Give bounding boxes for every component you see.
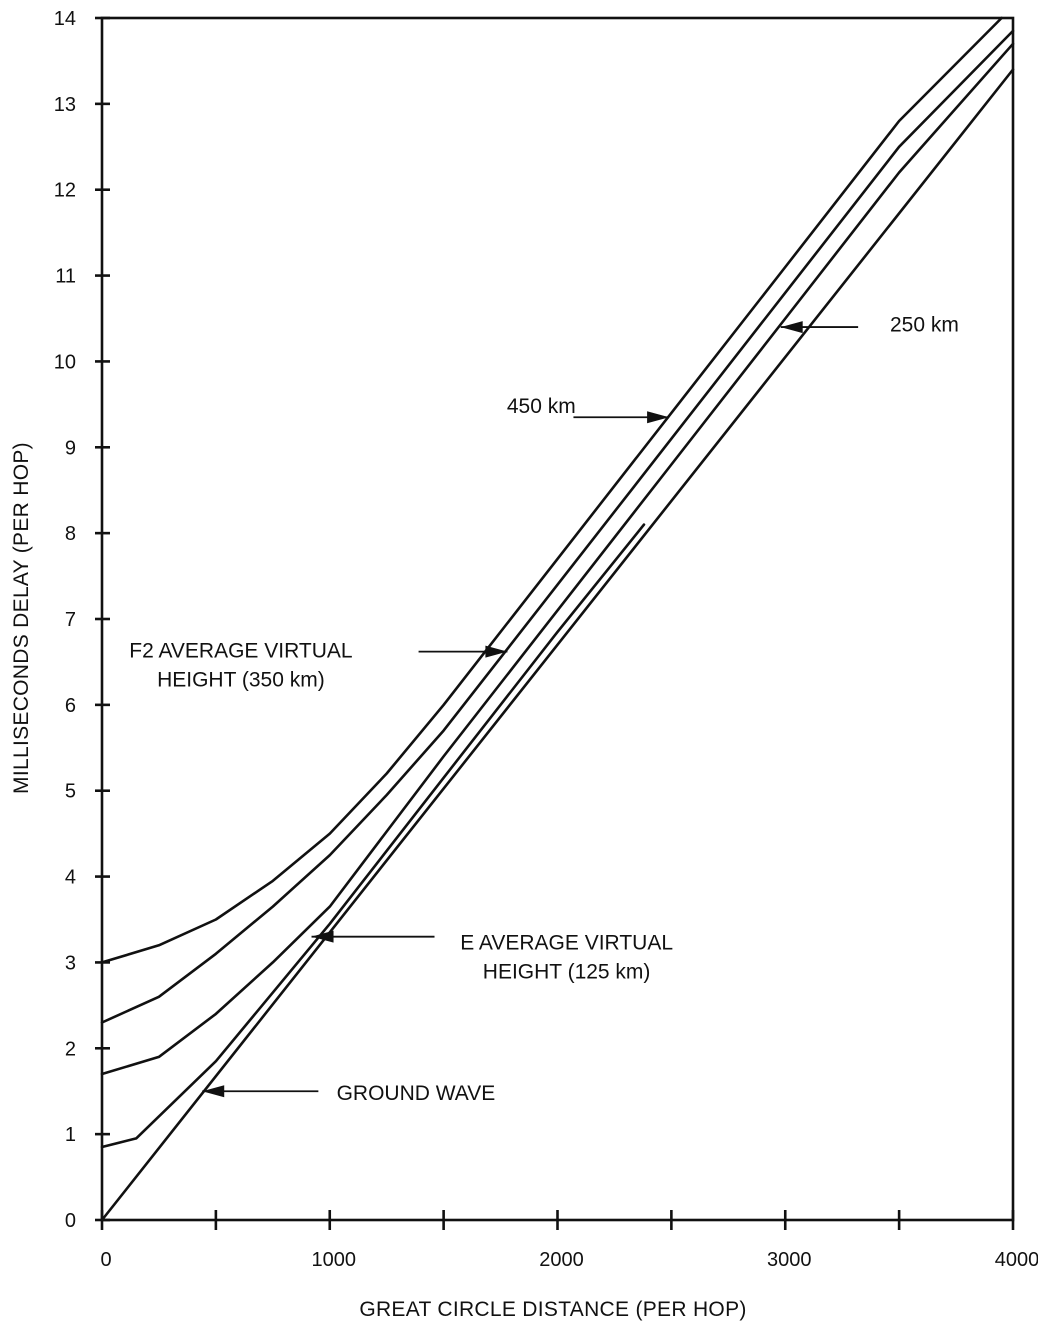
y-tick-label: 10 <box>54 351 76 373</box>
annotations: 450 km 250 km F2 AVERAGE VIRTUAL HEIGHT (35… <box>129 313 959 1104</box>
annotation-label: GROUND WAVE <box>337 1082 496 1105</box>
x-tick-label: 1000 <box>312 1249 357 1271</box>
series-line-h450 <box>100 16 1003 964</box>
annotation-label: HEIGHT (125 km) <box>483 961 651 984</box>
y-tick-label: 5 <box>65 781 76 803</box>
y-tick-label: 14 <box>54 8 76 30</box>
arrowhead-icon <box>485 645 508 658</box>
arrowhead-icon <box>647 411 670 424</box>
y-tick-label: 6 <box>65 695 76 717</box>
annotation-label: HEIGHT (350 km) <box>157 669 325 692</box>
y-tick-label: 0 <box>65 1210 76 1232</box>
y-tick-label: 1 <box>65 1124 76 1146</box>
y-tick-label: 13 <box>54 94 76 116</box>
plot-frame <box>100 16 1015 1222</box>
x-tick-label: 3000 <box>767 1249 812 1271</box>
y-tick-label: 12 <box>54 180 76 202</box>
x-tick-label: 2000 <box>539 1249 584 1271</box>
annotation-label: F2 AVERAGE VIRTUAL <box>129 640 352 663</box>
annotation-label: 250 km <box>890 313 959 336</box>
series-line-h250 <box>100 42 1015 1076</box>
y-tick-label: 9 <box>65 437 76 459</box>
axes <box>100 16 1015 1222</box>
y-tick-label: 11 <box>55 266 76 288</box>
x-tick-label: 4000 <box>995 1249 1038 1271</box>
x-axis-title: GREAT CIRCLE DISTANCE (PER HOP) <box>359 1298 746 1321</box>
y-tick-label: 3 <box>65 952 76 974</box>
annotation-label: 450 km <box>507 395 576 418</box>
series-line-h350 <box>100 29 1015 1024</box>
y-tick-label: 8 <box>65 523 76 545</box>
y-tick-label: 2 <box>65 1038 76 1060</box>
arrowhead-icon <box>202 1085 225 1098</box>
y-tick-label: 7 <box>65 609 76 631</box>
series-line-h125 <box>100 523 646 1149</box>
y-tick-label: 4 <box>65 867 76 889</box>
annotation-label: E AVERAGE VIRTUAL <box>460 932 673 955</box>
series-lines <box>100 16 1015 1222</box>
x-tick-label: 0 <box>100 1249 111 1271</box>
arrowhead-icon <box>780 321 803 334</box>
series-line-ground <box>100 68 1015 1222</box>
arrowhead-icon <box>311 930 334 943</box>
y-axis-title: MILLISECONDS DELAY (PER HOP) <box>10 442 33 794</box>
